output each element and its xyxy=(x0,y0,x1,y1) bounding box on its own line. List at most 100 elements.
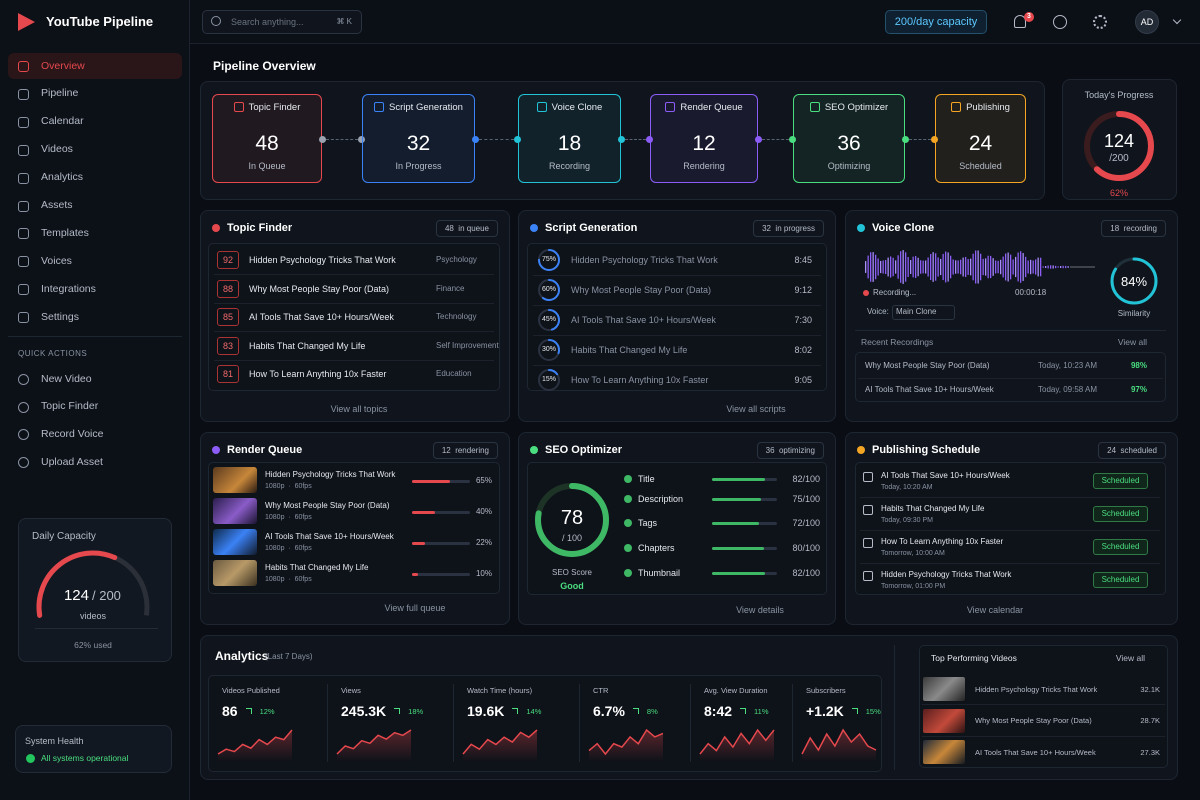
publish-title[interactable]: How To Learn Anything 10x Faster xyxy=(881,537,1004,546)
row-divider xyxy=(214,359,494,361)
panel-link[interactable]: View calendar xyxy=(966,605,1024,615)
script-title[interactable]: AI Tools That Save 10+ Hours/Week xyxy=(571,315,716,325)
panel-link[interactable]: View full queue xyxy=(384,603,446,613)
wave-bar xyxy=(932,252,934,282)
trend-arrow xyxy=(632,708,639,714)
today-value: 124 xyxy=(1103,131,1135,151)
script-title[interactable]: How To Learn Anything 10x Faster xyxy=(571,375,709,385)
stage-status: In Progress xyxy=(395,161,442,171)
nav-item[interactable]: Voices xyxy=(41,254,72,267)
wave-bar xyxy=(1050,265,1052,269)
nav-icon xyxy=(18,116,29,128)
render-title[interactable]: Hidden Psychology Tricks That Work xyxy=(265,470,396,479)
panel-title: Voice Clone xyxy=(872,222,935,234)
sparkline-area xyxy=(802,730,876,762)
panel-link[interactable]: View all scripts xyxy=(726,404,786,414)
topic-score: 81 xyxy=(217,365,239,384)
nav-item[interactable]: Settings xyxy=(41,310,79,323)
nav-icon xyxy=(18,88,29,100)
kpi-value: 8:42 xyxy=(704,703,733,719)
panel-badge: 24 scheduled xyxy=(1098,442,1166,459)
render-title[interactable]: Why Most People Stay Poor (Data) xyxy=(265,501,390,510)
script-title[interactable]: Hidden Psychology Tricks That Work xyxy=(571,255,718,265)
panel-badge: 18 recording xyxy=(1101,220,1166,237)
topic-title[interactable]: AI Tools That Save 10+ Hours/Week xyxy=(249,312,394,323)
video-title[interactable]: Hidden Psychology Tricks That Work xyxy=(975,684,1098,694)
sparkline-area xyxy=(700,730,774,762)
publish-title[interactable]: AI Tools That Save 10+ Hours/Week xyxy=(881,471,1010,480)
wave-bar xyxy=(922,260,924,274)
progress-fill xyxy=(412,480,450,483)
kpi-row: 19.6K 14% xyxy=(467,701,541,721)
analytics-title: Analytics xyxy=(215,649,269,663)
render-title[interactable]: Habits That Changed My Life xyxy=(265,563,369,572)
calendar-icon xyxy=(863,571,873,581)
panel-title: Topic Finder xyxy=(227,222,293,234)
topic-category: Finance xyxy=(436,283,465,293)
render-format: 1080p · 60fps xyxy=(265,545,312,552)
topic-score: 85 xyxy=(217,308,239,327)
nav-item[interactable]: Videos xyxy=(41,143,73,156)
recording-title[interactable]: AI Tools That Save 10+ Hours/Week xyxy=(865,385,994,394)
sparkline xyxy=(217,729,293,762)
nav-item[interactable]: Overview xyxy=(41,59,85,72)
video-title[interactable]: AI Tools That Save 10+ Hours/Week xyxy=(975,747,1096,757)
script-title[interactable]: Why Most People Stay Poor (Data) xyxy=(571,285,712,295)
nav-item[interactable]: Pipeline xyxy=(41,87,79,100)
search-placeholder[interactable]: Search anything... xyxy=(231,17,304,27)
panel-link[interactable]: View details xyxy=(736,605,784,615)
panel-dot xyxy=(212,446,220,454)
metric-label: Thumbnail xyxy=(638,568,681,578)
video-views: 32.1K xyxy=(1140,684,1160,694)
kpi-divider xyxy=(690,684,691,762)
capacity-label[interactable]: 200/day capacity xyxy=(894,16,978,28)
wave-bar xyxy=(902,250,904,284)
action-icon xyxy=(18,429,29,441)
publish-title[interactable]: Hidden Psychology Tricks That Work xyxy=(881,570,1012,579)
metric-label: Chapters xyxy=(638,543,675,553)
topic-title[interactable]: Habits That Changed My Life xyxy=(249,340,366,351)
view-all[interactable]: View all xyxy=(1117,336,1147,347)
kpi-row: 86 12% xyxy=(222,701,275,721)
nav-item[interactable]: Templates xyxy=(41,226,89,239)
wave-bar xyxy=(945,251,947,283)
notification-count[interactable]: 3 xyxy=(1024,12,1034,22)
recording-title[interactable]: Why Most People Stay Poor (Data) xyxy=(865,361,990,370)
nav-item[interactable]: Integrations xyxy=(41,282,96,295)
avatar-initials[interactable]: AD xyxy=(1140,17,1154,27)
publish-title[interactable]: Habits That Changed My Life xyxy=(881,504,985,513)
panel-link[interactable]: View all topics xyxy=(330,404,388,414)
sparkline-line xyxy=(699,728,775,755)
quick-action[interactable]: Topic Finder xyxy=(41,400,99,413)
health-card xyxy=(15,725,172,773)
quick-action[interactable]: Upload Asset xyxy=(41,455,103,468)
quick-action[interactable]: Record Voice xyxy=(41,427,104,440)
stage-name: Script Generation xyxy=(389,101,463,113)
voice-select xyxy=(892,305,955,320)
video-title[interactable]: Why Most People Stay Poor (Data) xyxy=(975,716,1092,725)
kpi-row: 8:42 11% xyxy=(704,701,769,721)
row-divider xyxy=(533,335,821,336)
ring-progress xyxy=(538,369,560,391)
action-icon xyxy=(18,374,29,385)
stage-count: 48 xyxy=(255,132,279,155)
voice-name[interactable]: Main Clone xyxy=(896,307,937,316)
nav-item[interactable]: Assets xyxy=(41,199,73,211)
capacity-value: 124 xyxy=(63,587,89,604)
script-progress xyxy=(538,339,560,361)
recording-time: 00:00:18 xyxy=(1015,288,1047,297)
nav-item[interactable]: Analytics xyxy=(41,171,84,184)
metric-label: Tags xyxy=(638,518,658,528)
script-title[interactable]: Habits That Changed My Life xyxy=(571,345,688,355)
render-title[interactable]: AI Tools That Save 10+ Hours/Week xyxy=(265,532,394,541)
connector xyxy=(762,139,789,140)
render-format: 1080p · 60fps xyxy=(265,514,312,521)
topic-title[interactable]: Why Most People Stay Poor (Data) xyxy=(249,283,390,294)
nav-item[interactable]: Calendar xyxy=(41,115,84,128)
view-all[interactable]: View all xyxy=(1115,652,1145,663)
topic-title[interactable]: How To Learn Anything 10x Faster xyxy=(249,369,387,380)
wave-bar xyxy=(1040,257,1042,277)
quick-action[interactable]: New Video xyxy=(41,372,92,385)
topic-title[interactable]: Hidden Psychology Tricks That Work xyxy=(249,255,396,265)
voice-panel xyxy=(845,210,1178,422)
